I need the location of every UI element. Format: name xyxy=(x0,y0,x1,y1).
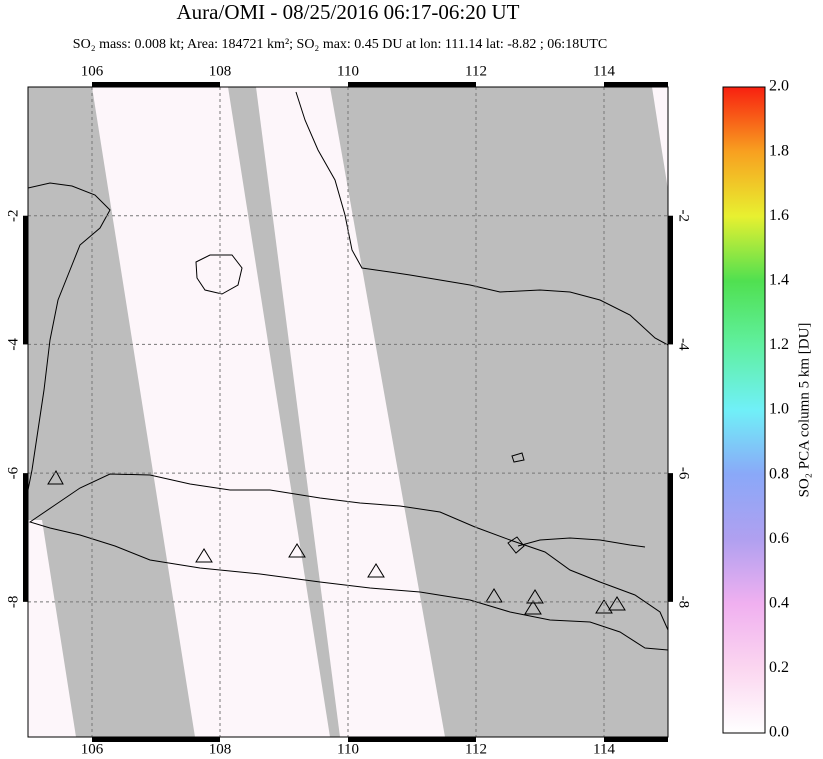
coastline xyxy=(195,254,243,295)
x-tick-label: 110 xyxy=(337,63,359,79)
colorbar xyxy=(722,86,766,734)
colorbar-tick-label: 1.4 xyxy=(769,271,789,288)
coastline xyxy=(511,452,525,463)
volcano xyxy=(595,599,613,614)
chart-title: Aura/OMI - 08/25/2016 06:17-06:20 UT xyxy=(177,0,520,24)
x-tick-label: 106 xyxy=(81,741,104,757)
frame-tick xyxy=(668,473,673,602)
colorbar-tick-label: 0.0 xyxy=(769,724,789,741)
map-frame xyxy=(27,86,669,738)
x-tick-label: 108 xyxy=(209,741,232,757)
coastline xyxy=(517,537,646,548)
axes: 106 106 108 108 110 110 112 112 114 114 -2 -2 -4 -4 -6… xyxy=(5,63,789,757)
frame-tick xyxy=(604,82,668,87)
swath xyxy=(652,87,668,190)
swath xyxy=(256,87,445,737)
volcano xyxy=(526,589,544,604)
volcano xyxy=(485,588,503,603)
swath xyxy=(28,520,76,737)
coastline xyxy=(28,182,111,491)
volcano xyxy=(524,600,542,615)
coastline xyxy=(507,536,525,554)
colorbar-tick-label: 0.6 xyxy=(769,530,789,547)
x-tick-label: 114 xyxy=(593,63,615,79)
colorbar-tick-label: 1.6 xyxy=(769,207,789,224)
colorbar-tick-label: 0.2 xyxy=(769,659,789,676)
volcano xyxy=(608,596,626,611)
y-tick-label: -8 xyxy=(676,596,692,609)
y-tick-label: -6 xyxy=(5,466,21,479)
colorbar-tick-label: 1.0 xyxy=(769,401,789,418)
frame-tick xyxy=(668,215,673,345)
frame-tick xyxy=(23,473,28,602)
frame-tick xyxy=(348,737,476,742)
frame-tick xyxy=(604,737,668,742)
x-tick-label: 112 xyxy=(465,741,487,757)
y-tick-label: -4 xyxy=(5,338,21,351)
colorbar-tick-label: 0.8 xyxy=(769,465,789,482)
frame-tick xyxy=(348,82,476,87)
volcano xyxy=(288,543,306,558)
y-tick-label: -2 xyxy=(5,209,21,222)
y-tick-label: -4 xyxy=(676,338,692,351)
frame-tick xyxy=(23,215,28,345)
x-tick-label: 112 xyxy=(465,63,487,79)
colorbar-tick-label: 2.0 xyxy=(769,78,789,95)
volcano xyxy=(195,548,213,563)
swath xyxy=(92,87,330,737)
volcano xyxy=(47,469,64,485)
coastline xyxy=(28,473,668,651)
y-tick-label: -6 xyxy=(676,467,692,480)
coastline xyxy=(295,91,668,346)
chart-subtitle: SO₂ mass: 0.008 kt; Area: 184721 km²; SO… xyxy=(73,37,607,52)
x-tick-label: 108 xyxy=(209,63,232,79)
colorbar-tick-label: 0.4 xyxy=(769,594,789,611)
colorbar-tick-label: 1.8 xyxy=(769,142,789,159)
y-tick-label: -2 xyxy=(676,209,692,222)
frame-tick xyxy=(92,82,220,87)
frame-tick xyxy=(92,737,220,742)
x-tick-label: 110 xyxy=(337,741,359,757)
colorbar-tick-label: 1.2 xyxy=(769,336,789,353)
colorbar-label: SO₂ PCA column 5 km [DU] xyxy=(796,323,812,498)
x-tick-label: 114 xyxy=(593,741,615,757)
volcano xyxy=(367,563,385,578)
x-tick-label: 106 xyxy=(81,63,104,79)
y-tick-label: -8 xyxy=(5,596,21,609)
